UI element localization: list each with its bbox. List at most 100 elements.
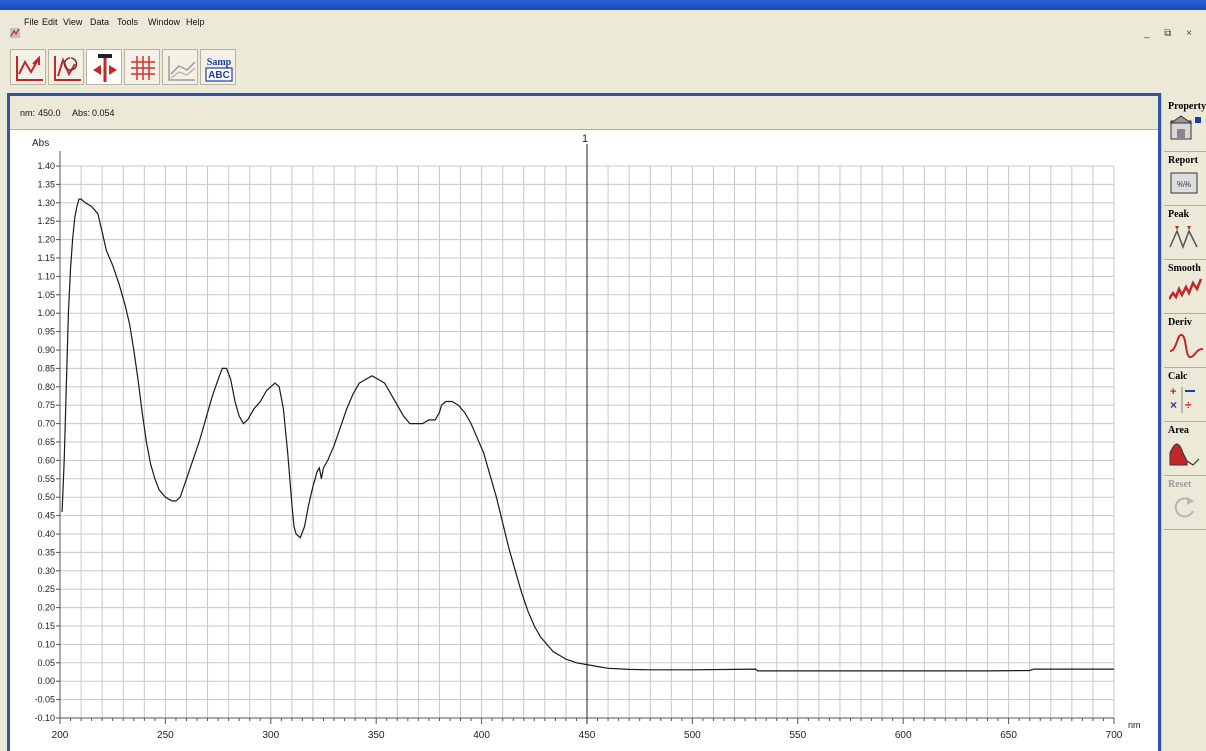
y-tick-label: 0.90 bbox=[37, 345, 55, 355]
y-tick-label: 0.70 bbox=[37, 419, 55, 429]
y-tick-label: 1.35 bbox=[37, 179, 55, 189]
y-tick-label: 0.30 bbox=[37, 566, 55, 576]
y-tick-label: 1.20 bbox=[37, 235, 55, 245]
cursor-line-group: 1 bbox=[582, 133, 588, 724]
calc-icon: + × ÷ bbox=[1170, 386, 1195, 413]
spectrum-chart[interactable]: 200 250 300 350 400 450 500 550 600 650 700 1.40 1.3… bbox=[10, 96, 1158, 751]
cursor-label: 1 bbox=[582, 133, 588, 145]
y-axis-label: Abs bbox=[32, 138, 49, 149]
reset-icon bbox=[1174, 497, 1194, 518]
y-tick-label: 0.00 bbox=[37, 676, 55, 686]
y-tick-label: 1.05 bbox=[37, 290, 55, 300]
y-tick-label: 0.35 bbox=[37, 547, 55, 557]
autoscale-icon bbox=[16, 55, 43, 81]
x-tick-label: 650 bbox=[1000, 730, 1017, 741]
cursor-readout-bar: nm: 450.0 Abs: 0.054 bbox=[10, 96, 1158, 130]
menu-bar: File Edit View Data Tools Window Help _ … bbox=[0, 12, 1206, 39]
x-tick-label: 700 bbox=[1106, 730, 1123, 741]
svg-text:%%: %% bbox=[1177, 180, 1191, 189]
x-tick-label: 350 bbox=[368, 730, 385, 741]
property-label: Property bbox=[1168, 101, 1206, 112]
y-tick-label: 0.05 bbox=[37, 658, 55, 668]
abs-label: Abs: bbox=[72, 108, 91, 118]
series-group bbox=[61, 198, 1114, 672]
abs-value: 0.054 bbox=[92, 108, 115, 118]
y-tick-label: 0.75 bbox=[37, 400, 55, 410]
spectrum-window: nm: 450.0 Abs: 0.054 200 250 300 350 400 450 5… bbox=[7, 93, 1161, 751]
reset-button[interactable]: Reset bbox=[1164, 477, 1206, 530]
grid-icon bbox=[131, 56, 155, 80]
deriv-button[interactable]: Deriv bbox=[1164, 315, 1206, 368]
smooth-label: Smooth bbox=[1168, 263, 1201, 274]
area-icon bbox=[1169, 443, 1200, 466]
calc-label: Calc bbox=[1168, 371, 1188, 382]
report-icon: %% bbox=[1170, 172, 1198, 194]
y-tick-label: 0.15 bbox=[37, 621, 55, 631]
toolbar: Samp ABC bbox=[10, 49, 250, 93]
autoscale-button[interactable] bbox=[10, 49, 46, 85]
x-tick-label: 500 bbox=[684, 730, 701, 741]
peak-label: Peak bbox=[1168, 209, 1190, 220]
cursor-button[interactable] bbox=[86, 49, 122, 85]
overlay-button[interactable] bbox=[162, 49, 198, 85]
y-tick-label: 1.15 bbox=[37, 253, 55, 263]
sample-abc-icon: Samp ABC bbox=[205, 57, 233, 82]
svg-text:Samp: Samp bbox=[207, 57, 232, 68]
x-tick-label: 600 bbox=[895, 730, 912, 741]
right-tool-panel: Property Report %% Peak Smooth Deriv bbox=[1161, 93, 1206, 751]
grid-button[interactable] bbox=[124, 49, 160, 85]
menu-help[interactable]: Help bbox=[186, 17, 205, 27]
zoom-icon bbox=[54, 56, 81, 81]
menu-view[interactable]: View bbox=[63, 17, 83, 27]
smooth-icon bbox=[1169, 278, 1203, 300]
y-tick-label: 1.10 bbox=[37, 271, 55, 281]
menu-window[interactable]: Window bbox=[148, 17, 181, 27]
menu-edit[interactable]: Edit bbox=[42, 17, 58, 27]
y-tick-label: -0.10 bbox=[34, 713, 55, 723]
calc-button[interactable]: Calc + × ÷ bbox=[1164, 369, 1206, 422]
y-tick-label: 0.10 bbox=[37, 639, 55, 649]
menu-data[interactable]: Data bbox=[90, 17, 110, 27]
peak-icon bbox=[1169, 226, 1198, 250]
menu-tools[interactable]: Tools bbox=[117, 17, 139, 27]
spectrum-line bbox=[61, 198, 1114, 672]
peak-button[interactable]: Peak bbox=[1164, 207, 1206, 260]
svg-text:÷: ÷ bbox=[1185, 398, 1192, 412]
nm-value: 450.0 bbox=[38, 108, 61, 118]
zoom-button[interactable] bbox=[48, 49, 84, 85]
smooth-button[interactable]: Smooth bbox=[1164, 261, 1206, 314]
report-button[interactable]: Report %% bbox=[1164, 153, 1206, 206]
chart-ticks bbox=[56, 165, 1115, 724]
y-tick-label: -0.05 bbox=[34, 695, 55, 705]
title-bar bbox=[0, 0, 1206, 10]
reset-label: Reset bbox=[1168, 479, 1192, 490]
deriv-label: Deriv bbox=[1168, 317, 1192, 328]
chart-labels: 200 250 300 350 400 450 500 550 600 650 700 1.40 1.3… bbox=[32, 138, 1141, 741]
y-tick-label: 0.40 bbox=[37, 529, 55, 539]
property-icon bbox=[1169, 115, 1201, 140]
y-tick-label: 0.50 bbox=[37, 492, 55, 502]
deriv-icon bbox=[1169, 333, 1204, 358]
y-tick-label: 1.30 bbox=[37, 198, 55, 208]
cursor-icon bbox=[93, 54, 117, 82]
area-label: Area bbox=[1168, 425, 1189, 436]
menu-file[interactable]: File bbox=[24, 17, 39, 27]
y-tick-label: 0.65 bbox=[37, 437, 55, 447]
y-tick-label: 0.60 bbox=[37, 455, 55, 465]
y-tick-label: 0.45 bbox=[37, 511, 55, 521]
sample-abc-button[interactable]: Samp ABC bbox=[200, 49, 236, 85]
y-tick-label: 1.25 bbox=[37, 216, 55, 226]
x-tick-label: 200 bbox=[52, 730, 69, 741]
area-button[interactable]: Area bbox=[1164, 423, 1206, 476]
svg-text:×: × bbox=[1170, 398, 1177, 412]
x-tick-label: 300 bbox=[262, 730, 279, 741]
y-tick-label: 0.20 bbox=[37, 603, 55, 613]
y-tick-label: 0.85 bbox=[37, 363, 55, 373]
window-controls[interactable]: _ ⧉ × bbox=[1143, 28, 1198, 39]
property-button[interactable]: Property bbox=[1164, 99, 1206, 152]
y-tick-label: 0.80 bbox=[37, 382, 55, 392]
x-axis-label: nm bbox=[1128, 720, 1141, 730]
nm-label: nm: bbox=[20, 108, 36, 118]
y-tick-label: 1.00 bbox=[37, 308, 55, 318]
svg-text:+: + bbox=[1170, 386, 1176, 398]
